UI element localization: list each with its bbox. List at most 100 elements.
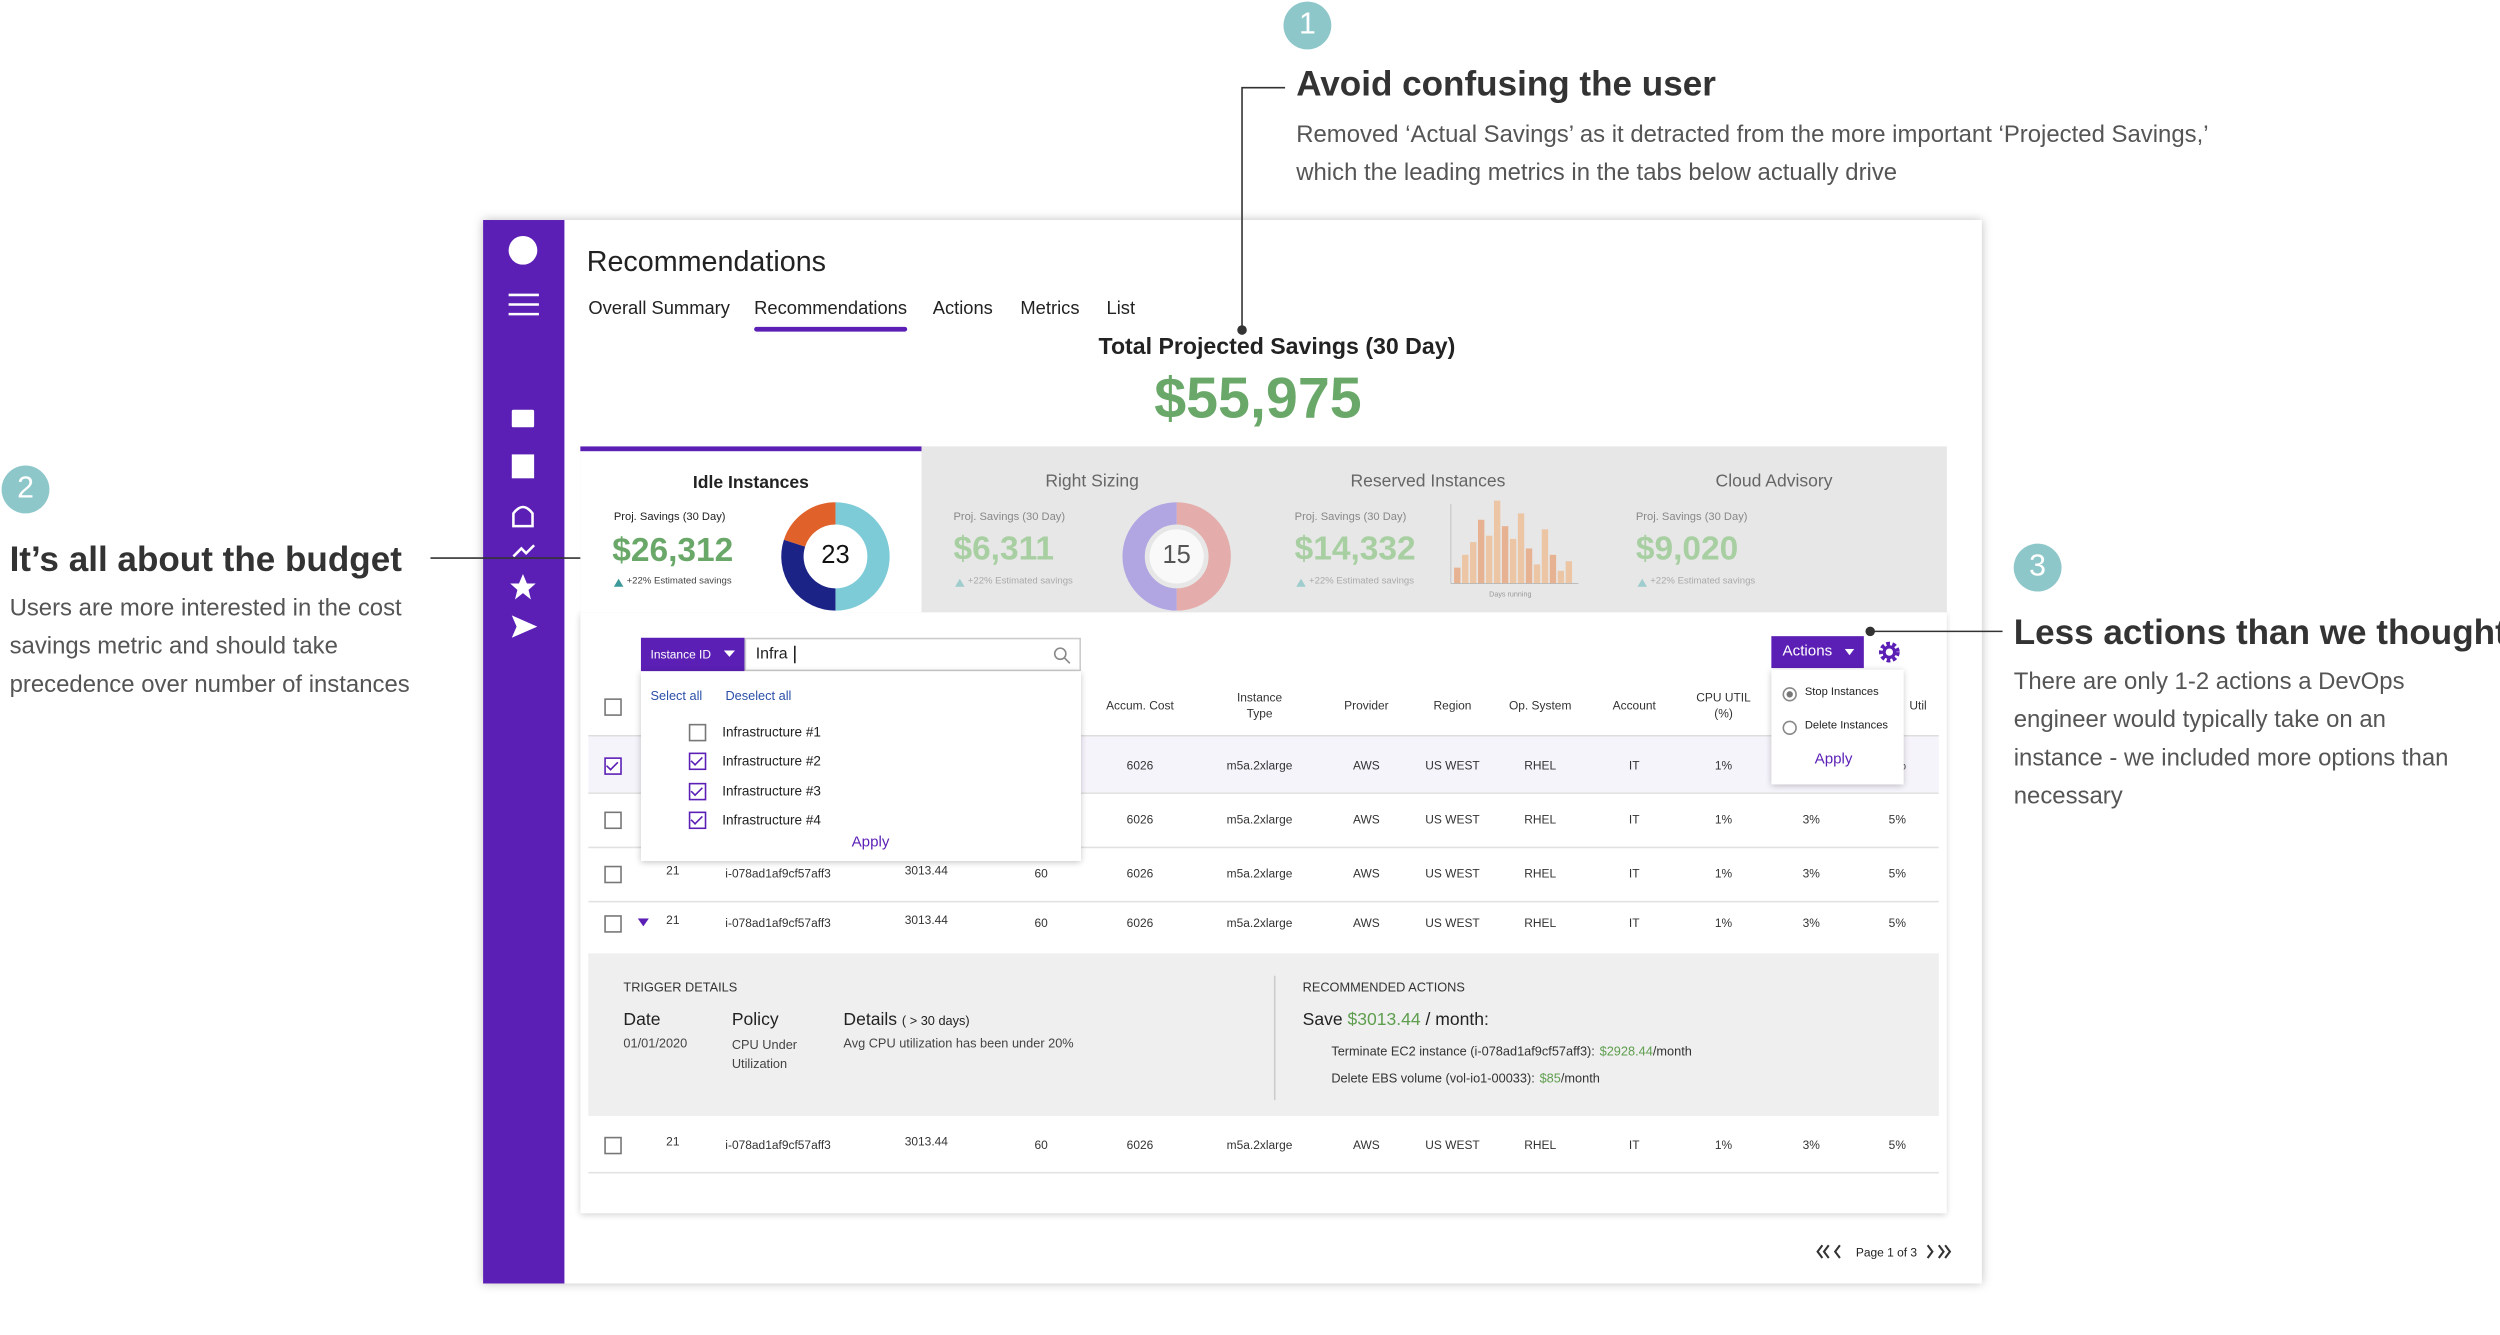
table-cell: IT	[1628, 866, 1640, 881]
report-icon[interactable]	[511, 454, 535, 479]
trend-icon[interactable]	[512, 544, 536, 558]
card-title: Reserved Instances	[1350, 471, 1506, 492]
row-checkbox[interactable]	[604, 915, 622, 933]
action-option[interactable]: Stop Instances	[1804, 687, 1879, 699]
table-cell: 3%	[1802, 915, 1820, 931]
radio[interactable]	[1782, 720, 1797, 736]
row-checkbox[interactable]	[604, 1136, 622, 1155]
summary-card[interactable]: Right Sizing Proj. Savings (30 Day) $6,311…	[921, 446, 1263, 613]
table-cell: RHEL	[1524, 812, 1557, 827]
tab-underline	[754, 326, 908, 332]
mini-bar	[1541, 529, 1549, 584]
settings-icon[interactable]	[1877, 639, 1903, 665]
table-cell: m5a.2xlarge	[1226, 812, 1293, 827]
option-label[interactable]: Infrastructure #1	[722, 723, 821, 740]
inbox-icon[interactable]	[511, 409, 535, 428]
action-amount: $2928.44	[1599, 1044, 1653, 1059]
mini-histogram	[1450, 500, 1579, 584]
tab[interactable]: Overall Summary	[588, 299, 730, 319]
table-cell: 1%	[1714, 866, 1733, 881]
details-divider	[1273, 975, 1276, 1101]
actions-button[interactable]: Actions	[1771, 636, 1864, 669]
table-cell: 6026	[1126, 812, 1154, 827]
summary-card[interactable]: Idle Instances Proj. Savings (30 Day) $26,…	[580, 446, 922, 613]
table-cell: IT	[1628, 812, 1640, 827]
row-checkbox[interactable]	[604, 811, 622, 830]
table-cell: IT	[1628, 758, 1640, 773]
table-cell: 6026	[1126, 758, 1154, 773]
search-input[interactable]: Infra	[744, 637, 1081, 672]
summary-card[interactable]: Reserved Instances Proj. Savings (30 Day)…	[1262, 446, 1604, 613]
action-label: Delete EBS volume (vol-io1-00033):	[1331, 1071, 1535, 1086]
select-all[interactable]: Select all	[650, 688, 703, 704]
annotation-number: 1	[1283, 1, 1332, 50]
table-cell: 5%	[1888, 866, 1906, 881]
first-prev-icons[interactable]	[1814, 1242, 1846, 1261]
send-icon[interactable]	[511, 615, 538, 638]
option-label[interactable]: Infrastructure #4	[722, 811, 821, 828]
actions-apply[interactable]: Apply	[1814, 750, 1853, 769]
card-title: Idle Instances	[692, 473, 809, 493]
table-cell: 60	[1034, 915, 1048, 931]
tab[interactable]: List	[1106, 299, 1136, 319]
save-label: Save	[1302, 1010, 1343, 1030]
expand-toggle[interactable]	[637, 918, 651, 928]
details-label: Date	[623, 1010, 661, 1030]
row-checkbox[interactable]	[604, 757, 622, 775]
option-checkbox[interactable]	[688, 723, 707, 742]
select-all-checkbox[interactable]	[604, 698, 622, 716]
save-line: Save $3013.44 / month:	[1303, 1011, 1489, 1030]
change-icon	[1637, 578, 1648, 587]
donut	[1122, 502, 1231, 611]
filter-dropdown[interactable]: Instance ID	[640, 637, 745, 672]
action-option[interactable]: Delete Instances	[1804, 720, 1889, 732]
savings-value: $9,020	[1635, 530, 1739, 568]
tab[interactable]: Recommendations	[754, 299, 908, 319]
chart-axis-label: Days running	[1489, 589, 1532, 598]
recommended-action: Terminate EC2 instance (i-078ad1af9cf57a…	[1331, 1044, 1692, 1058]
change-label: +22% Estimated savings	[626, 577, 732, 587]
annotation-text: There are only 1-2 actions a DevOps engi…	[2013, 668, 2449, 810]
option-checkbox[interactable]	[688, 752, 707, 771]
donut-center	[808, 529, 863, 584]
table-cell: AWS	[1352, 758, 1380, 773]
mini-bar	[1485, 535, 1493, 584]
annotation-number: 2	[1, 465, 50, 514]
filter-apply[interactable]: Apply	[851, 833, 890, 852]
mini-bar	[1477, 519, 1485, 584]
star-icon[interactable]	[510, 573, 536, 600]
table-cell: 3%	[1802, 866, 1820, 881]
option-checkbox[interactable]	[688, 782, 707, 801]
table-cell: 3013.44	[904, 912, 948, 928]
table-cell: i-078ad1af9cf57aff3	[725, 1137, 831, 1152]
summary-card[interactable]: Cloud Advisory Proj. Savings (30 Day) $9,0…	[1603, 446, 1947, 613]
table-cell: m5a.2xlarge	[1226, 758, 1293, 773]
option-label[interactable]: Infrastructure #2	[722, 752, 821, 769]
mini-bar	[1493, 500, 1501, 584]
deselect-all[interactable]: Deselect all	[725, 688, 792, 704]
menu-icon[interactable]	[508, 293, 539, 316]
logo[interactable]	[508, 235, 538, 265]
table-cell: RHEL	[1524, 758, 1557, 773]
annotation-title: Avoid confusing the user	[1296, 63, 1716, 104]
recommended-action: Delete EBS volume (vol-io1-00033): $85/mo…	[1331, 1071, 1600, 1085]
option-checkbox[interactable]	[688, 811, 707, 830]
alert-icon[interactable]	[512, 505, 534, 528]
change-icon	[1296, 578, 1306, 587]
savings-label: Proj. Savings (30 Day)	[613, 511, 726, 523]
row-checkbox[interactable]	[604, 865, 622, 884]
donut-segment	[781, 539, 837, 611]
tab[interactable]: Actions	[932, 299, 993, 319]
option-label[interactable]: Infrastructure #3	[722, 782, 821, 799]
tab[interactable]: Metrics	[1020, 299, 1080, 319]
radio[interactable]	[1782, 687, 1797, 702]
mini-bar	[1509, 538, 1517, 584]
row-divider	[588, 900, 1939, 903]
filter-dropdown-label: Instance ID	[650, 647, 711, 662]
search-icon	[1053, 647, 1071, 664]
action-unit: /month	[1560, 1071, 1600, 1086]
next-last-icons[interactable]	[1923, 1242, 1955, 1261]
table-cell: 3013.44	[904, 863, 948, 878]
